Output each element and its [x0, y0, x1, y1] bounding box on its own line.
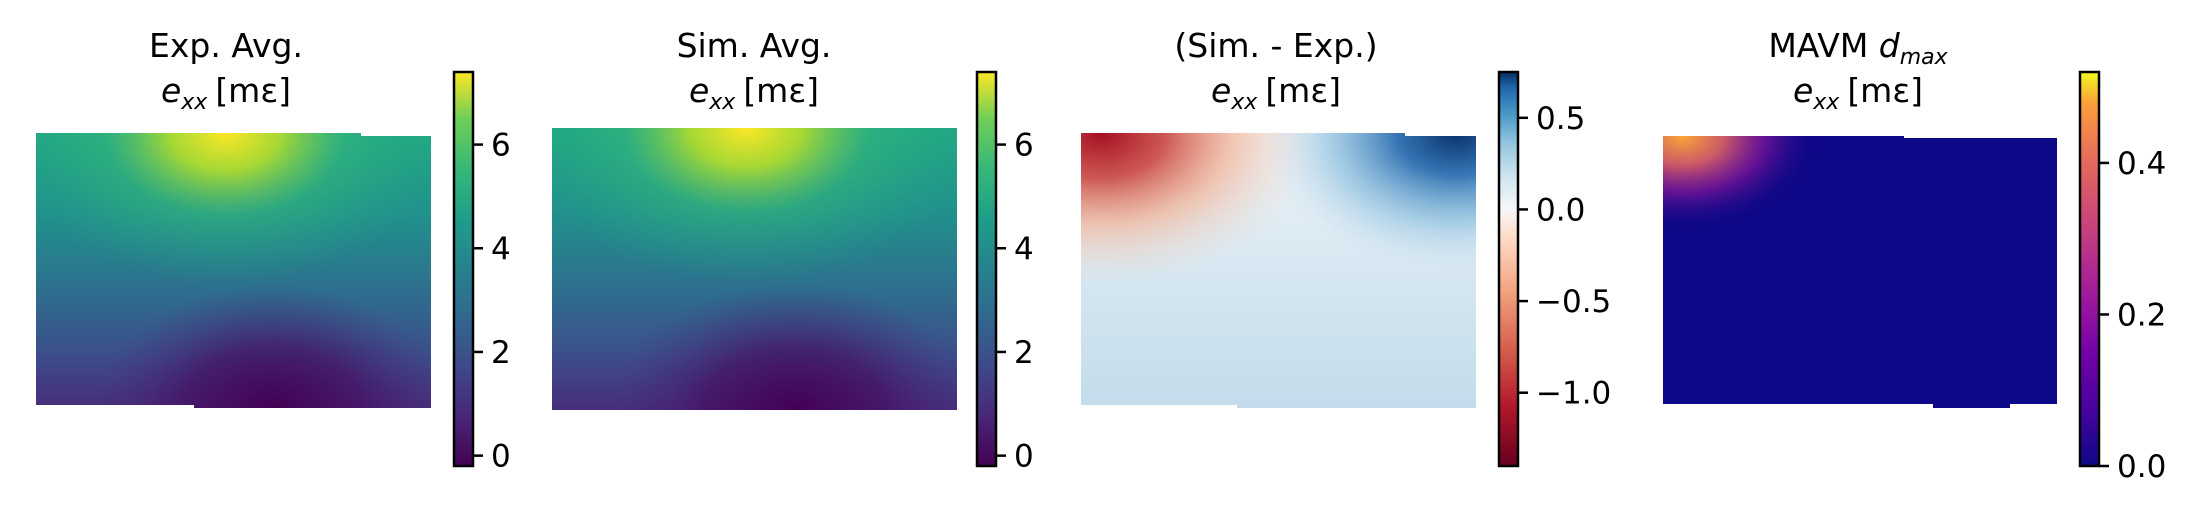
panel-2-subtitle: exx [mε] [689, 71, 819, 115]
colorbar-4: 0.4 0.2 0.0 [2078, 70, 2166, 485]
colorbar-tick-label: 4 [491, 231, 511, 267]
panel-mavm: MAVM dmax exx [mε] 0.4 0.2 0.0 [1663, 26, 2166, 485]
colorbar-tick-label: 0.2 [2117, 297, 2166, 333]
panel-exp-avg: Exp. Avg. exx [mε] 0 2 4 6 [36, 26, 511, 475]
colorbar-tick-label: 6 [1014, 128, 1034, 164]
heatmap-mavm [1663, 136, 2057, 408]
heatmap-sim-avg [552, 128, 957, 410]
panel-3-subtitle: exx [mε] [1211, 71, 1341, 115]
colorbar-tick-label: 2 [491, 335, 511, 371]
colorbar-tick-label: 0.5 [1536, 101, 1585, 137]
colorbar-tick-label: 4 [1014, 231, 1034, 267]
colorbar-tick-label: −1.0 [1536, 376, 1611, 412]
colorbar-tick-label: 6 [491, 128, 511, 164]
panel-sim-avg: Sim. Avg. exx [mε] 0 2 4 6 [552, 26, 1034, 475]
panel-1-unit: [mε] [215, 71, 291, 110]
colorbar-tick-label: 0 [491, 439, 511, 475]
colorbar-tick-label: 0.0 [2117, 449, 2166, 485]
panel-difference: (Sim. - Exp.) exx [mε] 0.5 0.0 −0.5 −1.0 [1081, 26, 1611, 468]
colorbar-1: 0 2 4 6 [452, 70, 511, 475]
colorbar-tick-label: 0.4 [2117, 146, 2166, 182]
panel-4-title: MAVM dmax [1768, 26, 1948, 70]
heatmap-difference [1081, 133, 1476, 408]
panel-2-title: Sim. Avg. [677, 26, 832, 65]
colorbar-tick-label: 0.0 [1536, 192, 1585, 228]
colorbar-tick-label: −0.5 [1536, 284, 1611, 320]
heatmap-exp-avg [36, 133, 431, 408]
colorbar-tick-label: 0 [1014, 439, 1034, 475]
colorbar-tick-label: 2 [1014, 335, 1034, 371]
panel-4-subtitle: exx [mε] [1793, 71, 1923, 115]
colorbar-2: 0 2 4 6 [975, 70, 1034, 475]
colorbar-3: 0.5 0.0 −0.5 −1.0 [1497, 70, 1611, 468]
panel-3-title: (Sim. - Exp.) [1174, 26, 1377, 65]
panel-1-title: Exp. Avg. [149, 26, 303, 65]
panel-1-subtitle: exx [mε] [161, 71, 291, 115]
